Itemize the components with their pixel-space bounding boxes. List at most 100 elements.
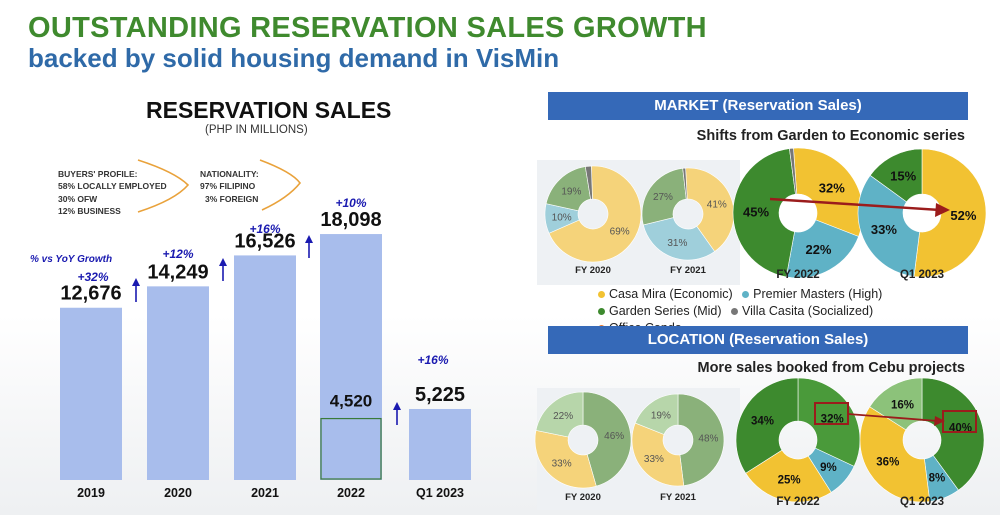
bar-value-label: 12,676 xyxy=(60,283,121,305)
slice-label: 31% xyxy=(667,238,687,249)
bar-value-label: 18,098 xyxy=(320,209,381,231)
donut-slice xyxy=(859,406,931,503)
donut-slice xyxy=(631,422,685,487)
nationality-line: 97% FILIPINO xyxy=(200,181,256,192)
growth-label: +32% xyxy=(77,270,108,284)
slide-subtitle: backed by solid housing demand in VisMin xyxy=(28,43,560,73)
bar-value-label: 16,526 xyxy=(234,230,295,252)
slice-label: 27% xyxy=(653,192,673,203)
slice-label: 25% xyxy=(778,475,801,487)
shift-arrow xyxy=(847,413,939,422)
donut-year-label: FY 2021 xyxy=(660,492,696,503)
donut-year-label: FY 2020 xyxy=(575,265,611,276)
slice-label: 15% xyxy=(890,169,916,184)
legend-label: Premier Masters (High) xyxy=(753,287,883,301)
legend-dot xyxy=(598,308,605,316)
donut-year-label: FY 2022 xyxy=(776,269,819,281)
growth-arrow-head xyxy=(305,235,313,243)
slice-label: 32% xyxy=(821,413,844,425)
nationality-line: 3% FOREIGN xyxy=(205,193,259,204)
reservation-sales-bar-chart: 12,676 2019 14,249 2020 16,526 2021 4,520 18,09… xyxy=(60,196,471,500)
donut-slice xyxy=(534,430,597,489)
legend-item: Premier Masters (High) xyxy=(742,286,882,303)
legend-label: Casa Mira (Economic) xyxy=(609,287,733,301)
donut-slice xyxy=(641,167,687,226)
donut-slice xyxy=(785,219,859,279)
donut-slice xyxy=(735,377,799,474)
growth-label: +10% xyxy=(335,196,366,210)
growth-arrow-head xyxy=(132,278,140,286)
slice-label: 33% xyxy=(644,454,664,465)
nationality-heading: NATIONALITY: xyxy=(200,169,259,179)
donut-slice xyxy=(634,393,679,435)
slice-label: 8% xyxy=(929,473,946,485)
growth-label: +12% xyxy=(162,247,193,261)
legend-label: Garden Series (Mid) xyxy=(609,304,722,318)
buyers-profile-line: 58% LOCALLY EMPLOYED xyxy=(58,181,167,192)
slice-label: 32% xyxy=(819,181,845,196)
donut-slice xyxy=(682,167,688,200)
location-header: LOCATION (Reservation Sales) xyxy=(548,326,968,354)
shift-arrow-head xyxy=(935,203,950,217)
donut-year-label: FY 2020 xyxy=(565,492,601,503)
slice-label: 41% xyxy=(707,199,727,210)
bar xyxy=(60,307,122,480)
slice-label: 36% xyxy=(876,457,899,469)
legend-dot xyxy=(731,308,739,316)
bar xyxy=(234,255,296,480)
legend-item: Casa Mira (Economic) xyxy=(598,286,733,303)
bar xyxy=(147,286,209,480)
donut-slice xyxy=(857,174,920,277)
location-subtitle: More sales booked from Cebu projects xyxy=(697,360,965,376)
slice-label: 22% xyxy=(553,411,573,422)
donut-year-label: FY 2022 xyxy=(776,496,819,508)
growth-arrow-head xyxy=(219,258,227,266)
growth-label: +16% xyxy=(417,353,448,367)
slice-label: 48% xyxy=(698,434,718,445)
donut-slice xyxy=(677,393,725,486)
donut-year-label: Q1 2023 xyxy=(900,269,944,281)
x-tick-label: 2020 xyxy=(164,486,192,500)
x-tick-label: 2019 xyxy=(77,486,105,500)
slice-label: 10% xyxy=(552,213,572,224)
donut-slice xyxy=(582,391,632,487)
donut-year-label: FY 2021 xyxy=(670,265,706,276)
x-tick-label: Q1 2023 xyxy=(416,486,464,500)
legend-item: Garden Series (Mid) xyxy=(598,303,722,320)
donut-slice xyxy=(732,148,796,278)
highlight-box xyxy=(814,402,849,425)
slice-label: 45% xyxy=(743,205,769,220)
slice-label: 9% xyxy=(820,462,837,474)
donut-slice xyxy=(921,377,985,491)
growth-arrow-head xyxy=(393,402,401,410)
nationality: NATIONALITY: 97% FILIPINO 3% FOREIGN xyxy=(200,168,259,205)
donut-slice xyxy=(789,147,797,195)
donut-slice xyxy=(745,449,832,503)
slice-label: 16% xyxy=(891,400,914,412)
bar-chart-unit: (PHP IN MILLIONS) xyxy=(205,124,308,136)
donut-slice xyxy=(869,377,923,431)
buyers-profile-heading: BUYERS' PROFILE: xyxy=(58,169,138,179)
legend-dot xyxy=(742,291,750,299)
shift-arrow xyxy=(769,197,941,212)
bar-segment-highlight xyxy=(320,417,382,480)
buyers-profile-line: 12% BUSINESS xyxy=(58,205,121,216)
bar-segment-label: 4,520 xyxy=(330,392,373,411)
slide-title: OUTSTANDING RESERVATION SALES GROWTH xyxy=(28,12,707,44)
slice-label: 34% xyxy=(751,416,774,428)
slice-label: 69% xyxy=(610,226,630,237)
legend-dot xyxy=(598,291,605,299)
x-tick-label: 2022 xyxy=(337,486,365,500)
donut-slice xyxy=(548,165,642,263)
slice-label: 33% xyxy=(552,459,572,470)
growth-label: +16% xyxy=(249,222,280,236)
donut-slice xyxy=(685,167,735,252)
bar-value-label: 5,225 xyxy=(415,384,465,406)
donut-slice xyxy=(642,217,716,261)
donut-slice xyxy=(535,391,584,438)
donut-slice xyxy=(584,165,593,200)
donut-slice xyxy=(869,148,923,203)
shift-arrow-head xyxy=(934,416,945,426)
